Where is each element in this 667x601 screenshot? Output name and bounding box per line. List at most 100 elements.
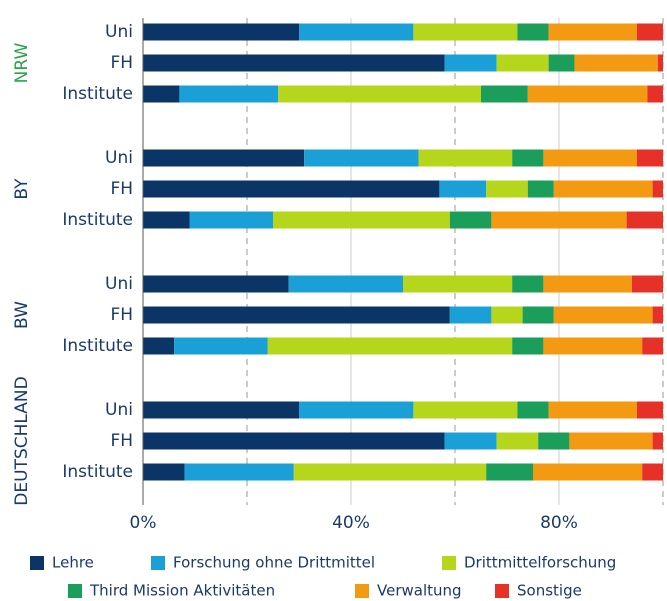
x-tick-label: 80% [540,513,578,533]
legend-label: Forschung ohne Drittmittel [173,554,375,572]
legend-label: Sonstige [517,582,582,600]
legend-label: Third Mission Aktivitäten [89,582,275,600]
bar-segment [299,401,414,419]
group-label: BY [12,178,32,200]
category-label: FH [110,431,133,451]
bar-segment [543,337,643,355]
bar-segment [189,211,273,229]
category-label: FH [110,53,133,73]
category-label: Uni [105,22,133,42]
bar-segment [143,149,305,167]
legend-label: Lehre [52,554,94,572]
bar-segment [444,432,497,450]
bar-segment [143,337,175,355]
bar-segment [553,306,653,324]
group-label: BW [12,301,32,329]
bar-segment [444,54,497,72]
legend-swatch [151,556,165,570]
bar-segment [512,337,544,355]
bar-segment [543,275,632,293]
category-label: Institute [62,462,133,482]
bar-segment [179,85,279,103]
bar-segment [527,85,648,103]
category-label: Uni [105,274,133,294]
bar-segment [548,23,637,41]
bar-segment [491,306,523,324]
bar-segment [626,211,663,229]
bar-segment [522,306,554,324]
bar-segment [304,149,419,167]
category-label: FH [110,305,133,325]
bar-segment [143,463,185,481]
bar-segment [413,401,518,419]
group-label: DEUTSCHLAND [12,376,32,505]
legend-swatch [495,584,509,598]
bar-segment [143,306,450,324]
category-label: Institute [62,84,133,104]
legend-label: Verwaltung [377,582,462,600]
bar-segment [517,401,549,419]
bar-segment [533,463,643,481]
bar-segment [631,275,663,293]
bar-segment [548,54,575,72]
bar-segment [512,275,544,293]
bar-segment [143,180,440,198]
bar-segment [184,463,294,481]
bar-segment [496,54,549,72]
legend-swatch [355,584,369,598]
legend-label: Drittmittelforschung [464,554,616,572]
bar-segment [278,85,481,103]
bar-segment [642,337,663,355]
bar-segment [569,432,653,450]
bar-segment [652,306,663,324]
bar-segment [496,432,539,450]
bar-segment [553,180,653,198]
bar-segment [143,401,299,419]
bar-segment [652,180,663,198]
bar-segment [647,85,663,103]
bar-segment [449,211,492,229]
bar-segment [652,432,663,450]
bar-segment [418,149,513,167]
legend-swatch [442,556,456,570]
bar-segment [273,211,450,229]
bar-segment [143,211,190,229]
bar-segment [574,54,658,72]
bar-segment [439,180,487,198]
bar-segment [143,432,445,450]
bar-segment [143,85,180,103]
bar-segment [413,23,518,41]
bar-segment [527,180,554,198]
bar-segment [491,211,627,229]
bar-segment [637,149,663,167]
category-label: FH [110,179,133,199]
bar-segment [486,463,533,481]
x-tick-label: 40% [332,513,370,533]
bar-segment [293,463,487,481]
category-label: Institute [62,210,133,230]
bar-segment [143,54,445,72]
bar-segment [403,275,513,293]
bar-segment [637,401,663,419]
bar-segment [288,275,403,293]
bar-segment [486,180,528,198]
group-label: NRW [12,42,32,83]
bar-segment [543,149,637,167]
bar-segment [449,306,492,324]
bar-segment [143,23,299,41]
bar-segment [517,23,549,41]
bar-segment [174,337,268,355]
bar-segment [657,54,663,72]
legend-swatch [30,556,44,570]
bar-segment [481,85,528,103]
bar-segment [538,432,570,450]
bar-segment [143,275,289,293]
bar-segment [267,337,513,355]
bar-segment [548,401,637,419]
bar-segment [637,23,663,41]
bar-segment [512,149,544,167]
category-label: Uni [105,400,133,420]
category-label: Institute [62,336,133,356]
category-label: Uni [105,148,133,168]
